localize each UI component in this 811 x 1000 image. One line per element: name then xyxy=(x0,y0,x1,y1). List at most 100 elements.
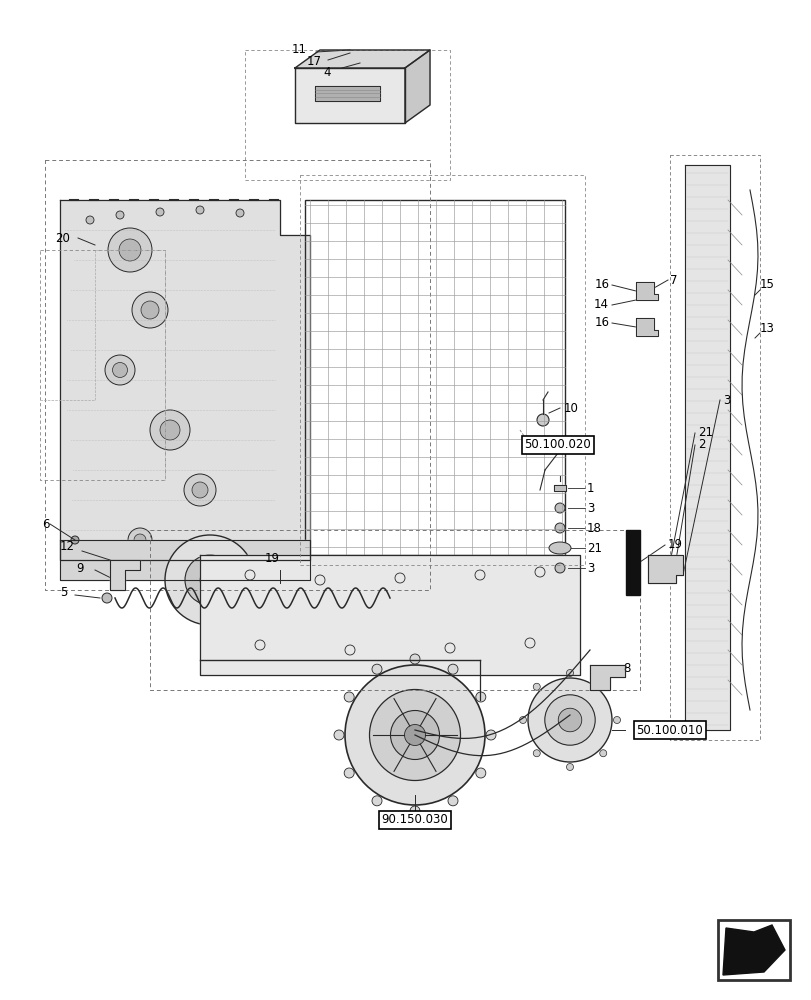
Circle shape xyxy=(527,678,611,762)
Circle shape xyxy=(191,482,208,498)
Circle shape xyxy=(344,692,354,702)
Polygon shape xyxy=(60,200,310,560)
Circle shape xyxy=(554,523,564,533)
Polygon shape xyxy=(294,50,430,68)
Circle shape xyxy=(642,323,650,331)
Text: 13: 13 xyxy=(759,322,774,334)
Circle shape xyxy=(345,665,484,805)
Polygon shape xyxy=(590,665,624,690)
Circle shape xyxy=(660,558,670,568)
Text: 7: 7 xyxy=(669,273,676,286)
Circle shape xyxy=(236,209,243,217)
Text: 16: 16 xyxy=(594,316,609,330)
Circle shape xyxy=(566,764,573,770)
Circle shape xyxy=(557,708,581,732)
Circle shape xyxy=(344,768,354,778)
Circle shape xyxy=(119,239,141,261)
Circle shape xyxy=(599,750,606,757)
Circle shape xyxy=(160,420,180,440)
Circle shape xyxy=(135,544,144,552)
Circle shape xyxy=(132,292,168,328)
Polygon shape xyxy=(405,50,430,123)
Polygon shape xyxy=(647,555,682,583)
Circle shape xyxy=(128,528,152,552)
Circle shape xyxy=(475,692,485,702)
Circle shape xyxy=(448,796,457,806)
Text: 14: 14 xyxy=(594,298,608,312)
Circle shape xyxy=(71,536,79,544)
Text: 15: 15 xyxy=(759,278,774,292)
Circle shape xyxy=(369,690,460,780)
Circle shape xyxy=(185,555,234,605)
Text: 6: 6 xyxy=(42,518,49,530)
Text: 3: 3 xyxy=(586,502,594,514)
Circle shape xyxy=(165,535,255,625)
Polygon shape xyxy=(625,530,639,595)
Circle shape xyxy=(116,211,124,219)
Bar xyxy=(717,920,789,980)
Circle shape xyxy=(475,768,485,778)
Text: 20: 20 xyxy=(55,232,70,244)
Circle shape xyxy=(134,534,146,546)
Circle shape xyxy=(554,563,564,573)
Circle shape xyxy=(113,362,127,377)
Circle shape xyxy=(141,301,159,319)
Polygon shape xyxy=(635,282,657,300)
Text: 3: 3 xyxy=(722,393,729,406)
Polygon shape xyxy=(315,86,380,101)
Polygon shape xyxy=(60,540,310,580)
Ellipse shape xyxy=(548,542,570,554)
Circle shape xyxy=(566,670,573,676)
Circle shape xyxy=(108,228,152,272)
Circle shape xyxy=(410,654,419,664)
Circle shape xyxy=(115,563,121,569)
Circle shape xyxy=(86,541,94,549)
Circle shape xyxy=(371,796,381,806)
Text: 10: 10 xyxy=(564,401,578,414)
Circle shape xyxy=(150,410,190,450)
Text: 1: 1 xyxy=(586,482,594,494)
Polygon shape xyxy=(722,925,784,975)
Circle shape xyxy=(536,414,548,426)
Circle shape xyxy=(599,683,606,690)
Text: 50.100.020: 50.100.020 xyxy=(524,438,590,452)
Circle shape xyxy=(371,664,381,674)
Circle shape xyxy=(105,355,135,385)
Circle shape xyxy=(102,593,112,603)
Text: 18: 18 xyxy=(586,522,601,534)
Text: 21: 21 xyxy=(697,426,712,440)
Polygon shape xyxy=(200,555,579,675)
Polygon shape xyxy=(294,68,405,123)
Circle shape xyxy=(195,206,204,214)
Text: 12: 12 xyxy=(60,540,75,554)
Text: 21: 21 xyxy=(586,542,601,554)
Polygon shape xyxy=(684,165,729,730)
Text: 90.150.030: 90.150.030 xyxy=(381,813,448,826)
Text: 11: 11 xyxy=(292,43,307,56)
Circle shape xyxy=(556,544,564,552)
Circle shape xyxy=(200,570,220,590)
Bar xyxy=(305,200,564,555)
Text: 5: 5 xyxy=(60,586,67,599)
Text: 8: 8 xyxy=(622,662,629,674)
Circle shape xyxy=(613,716,620,724)
Circle shape xyxy=(195,541,204,549)
Text: 4: 4 xyxy=(323,66,330,79)
Text: 9: 9 xyxy=(76,562,84,574)
Text: 2: 2 xyxy=(697,438,705,452)
Circle shape xyxy=(486,730,496,740)
Circle shape xyxy=(642,287,650,295)
Text: 50.100.010: 50.100.010 xyxy=(636,724,702,736)
Polygon shape xyxy=(553,485,565,491)
Circle shape xyxy=(533,750,539,757)
Polygon shape xyxy=(635,318,657,336)
Text: 16: 16 xyxy=(594,278,609,292)
Circle shape xyxy=(410,806,419,816)
Polygon shape xyxy=(109,560,139,590)
Circle shape xyxy=(404,724,425,746)
Circle shape xyxy=(333,730,344,740)
Circle shape xyxy=(544,695,594,745)
Text: 19: 19 xyxy=(667,538,682,550)
Circle shape xyxy=(86,216,94,224)
Circle shape xyxy=(519,716,526,724)
